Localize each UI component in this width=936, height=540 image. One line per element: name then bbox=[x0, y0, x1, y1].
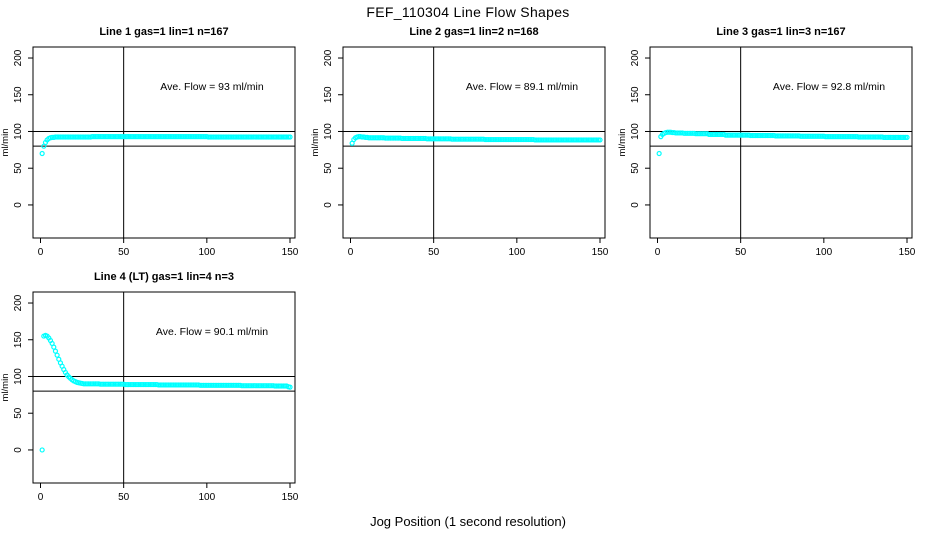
data-points bbox=[349, 134, 603, 146]
x-tick-label: 150 bbox=[592, 247, 609, 258]
figure-title: FEF_110304 Line Flow Shapes bbox=[366, 4, 570, 20]
x-tick-label: 100 bbox=[508, 247, 525, 258]
y-tick-label: 150 bbox=[323, 86, 334, 103]
x-tick-label: 50 bbox=[118, 247, 130, 258]
y-tick-label: 150 bbox=[13, 331, 24, 348]
y-axis: 0 50 100 150 200 bbox=[630, 49, 650, 208]
x-tick-label: 100 bbox=[815, 247, 832, 258]
y-tick-label: 100 bbox=[13, 123, 24, 140]
data-points bbox=[39, 134, 293, 157]
x-tick-label: 50 bbox=[428, 247, 440, 258]
x-tick-label: 50 bbox=[735, 247, 747, 258]
ave-flow-annotation: Ave. Flow = 92.8 ml/min bbox=[773, 81, 885, 93]
x-tick-label: 0 bbox=[38, 492, 44, 503]
plot-box bbox=[32, 46, 296, 239]
y-tick-label: 50 bbox=[13, 162, 24, 174]
x-tick-label: 100 bbox=[198, 492, 215, 503]
y-axis-label: ml/min bbox=[617, 129, 628, 157]
figure-xlabel: Jog Position (1 second resolution) bbox=[370, 514, 566, 529]
plot-box bbox=[32, 291, 296, 484]
panel-chart-svg: Line 1 gas=1 lin=1 n=167 0 50 100 150 0 50 100 1… bbox=[0, 26, 299, 258]
y-tick-label: 100 bbox=[630, 123, 641, 140]
panel-title: Line 2 gas=1 lin=2 n=168 bbox=[409, 26, 538, 38]
x-tick-label: 150 bbox=[282, 492, 299, 503]
y-axis-label: ml/min bbox=[0, 374, 11, 402]
x-axis: 0 50 100 150 bbox=[38, 483, 299, 503]
x-tick-label: 0 bbox=[348, 247, 354, 258]
y-tick-label: 150 bbox=[13, 86, 24, 103]
y-tick-label: 150 bbox=[630, 86, 641, 103]
y-axis: 0 50 100 150 200 bbox=[13, 49, 33, 208]
data-points bbox=[39, 332, 293, 453]
y-tick-label: 50 bbox=[13, 407, 24, 419]
data-points bbox=[656, 129, 910, 157]
ave-flow-annotation: Ave. Flow = 90.1 ml/min bbox=[156, 326, 268, 338]
y-tick-label: 200 bbox=[630, 49, 641, 66]
x-axis: 0 50 100 150 bbox=[38, 238, 299, 258]
y-tick-label: 50 bbox=[323, 162, 334, 174]
y-tick-label: 0 bbox=[13, 447, 24, 453]
y-tick-label: 0 bbox=[323, 202, 334, 208]
x-axis: 0 50 100 150 bbox=[655, 238, 916, 258]
y-axis: 0 50 100 150 200 bbox=[323, 49, 343, 208]
y-tick-label: 0 bbox=[630, 202, 641, 208]
x-tick-label: 0 bbox=[38, 247, 44, 258]
x-tick-label: 100 bbox=[198, 247, 215, 258]
panel-title: Line 1 gas=1 lin=1 n=167 bbox=[99, 26, 228, 38]
y-axis: 0 50 100 150 200 bbox=[13, 294, 33, 453]
panel-chart-svg: Line 2 gas=1 lin=2 n=168 0 50 100 150 0 50 100 1… bbox=[310, 26, 609, 258]
y-tick-label: 0 bbox=[13, 202, 24, 208]
panel-line-2: Line 2 gas=1 lin=2 n=168 0 50 100 150 0 50 100 1… bbox=[310, 20, 622, 270]
x-tick-label: 150 bbox=[899, 247, 916, 258]
x-tick-label: 150 bbox=[282, 247, 299, 258]
y-tick-label: 200 bbox=[323, 49, 334, 66]
plot-box bbox=[342, 46, 606, 239]
y-tick-label: 100 bbox=[323, 123, 334, 140]
y-tick-label: 200 bbox=[13, 294, 24, 311]
ave-flow-annotation: Ave. Flow = 93 ml/min bbox=[160, 81, 264, 93]
y-tick-label: 100 bbox=[13, 368, 24, 385]
panel-title: Line 4 (LT) gas=1 lin=4 n=3 bbox=[94, 271, 234, 283]
ave-flow-annotation: Ave. Flow = 89.1 ml/min bbox=[466, 81, 578, 93]
y-tick-label: 200 bbox=[13, 49, 24, 66]
y-axis-label: ml/min bbox=[0, 129, 11, 157]
y-tick-label: 50 bbox=[630, 162, 641, 174]
panel-chart-svg: Line 3 gas=1 lin=3 n=167 0 50 100 150 0 50 100 1… bbox=[617, 26, 916, 258]
panel-title: Line 3 gas=1 lin=3 n=167 bbox=[716, 26, 845, 38]
panel-line-4-lt: Line 4 (LT) gas=1 lin=4 n=3 0 50 100 150 0 50 1… bbox=[0, 265, 312, 515]
panel-line-1: Line 1 gas=1 lin=1 n=167 0 50 100 150 0 50 100 1… bbox=[0, 20, 312, 270]
y-axis-label: ml/min bbox=[310, 129, 321, 157]
plot-box bbox=[649, 46, 913, 239]
x-tick-label: 50 bbox=[118, 492, 130, 503]
panel-line-3: Line 3 gas=1 lin=3 n=167 0 50 100 150 0 50 100 1… bbox=[617, 20, 929, 270]
x-axis: 0 50 100 150 bbox=[348, 238, 609, 258]
panel-chart-svg: Line 4 (LT) gas=1 lin=4 n=3 0 50 100 150 0 50 1… bbox=[0, 271, 299, 503]
x-tick-label: 0 bbox=[655, 247, 661, 258]
